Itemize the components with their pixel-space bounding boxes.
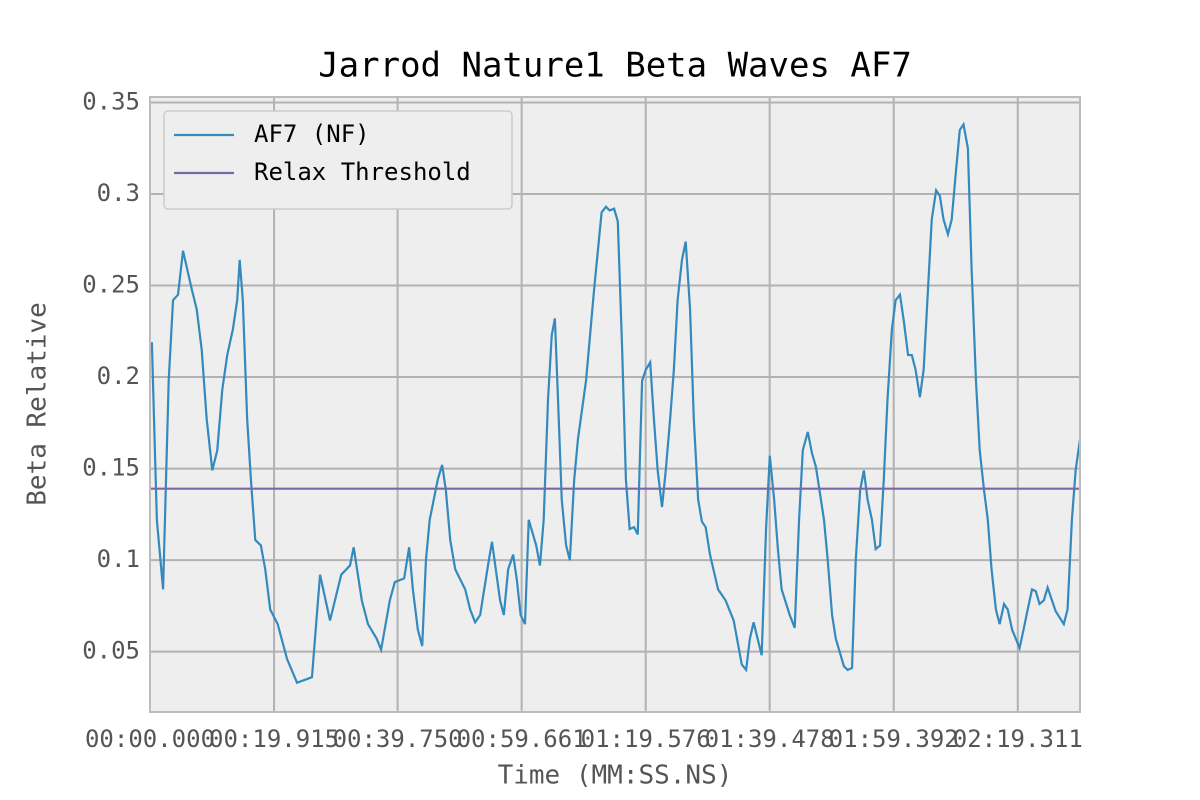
y-tick-label: 0.25 (82, 271, 140, 299)
x-tick-label: 00:19.915 (209, 725, 339, 753)
y-tick-label: 0.15 (82, 454, 140, 482)
chart-title: Jarrod Nature1 Beta Waves AF7 (318, 46, 912, 86)
legend-label: AF7 (NF) (254, 120, 370, 148)
x-tick-label: 02:19.311 (953, 725, 1083, 753)
x-tick-label: 01:59.392 (829, 725, 959, 753)
y-tick-label: 0.1 (97, 545, 140, 573)
x-tick-label: 00:39.750 (333, 725, 463, 753)
y-tick-label: 0.3 (97, 179, 140, 207)
x-tick-label: 00:00.000 (85, 725, 215, 753)
legend-label: Relax Threshold (254, 158, 471, 186)
data-line (150, 121, 1082, 685)
legend: AF7 (NF) Relax Threshold (163, 110, 513, 210)
x-axis-label: Time (MM:SS.NS) (498, 761, 733, 791)
y-tick-label: 0.35 (82, 87, 140, 115)
marks (150, 121, 1082, 685)
x-tick-label: 01:39.478 (705, 725, 835, 753)
y-axis-label: Beta Relative (23, 302, 53, 506)
y-tick-label: 0.2 (97, 362, 140, 390)
plot-frame (149, 96, 1081, 713)
x-tick-label: 01:19.576 (581, 725, 711, 753)
x-tick-label: 00:59.661 (457, 725, 587, 753)
y-tick-label: 0.05 (82, 637, 140, 665)
legend-box (163, 110, 513, 210)
